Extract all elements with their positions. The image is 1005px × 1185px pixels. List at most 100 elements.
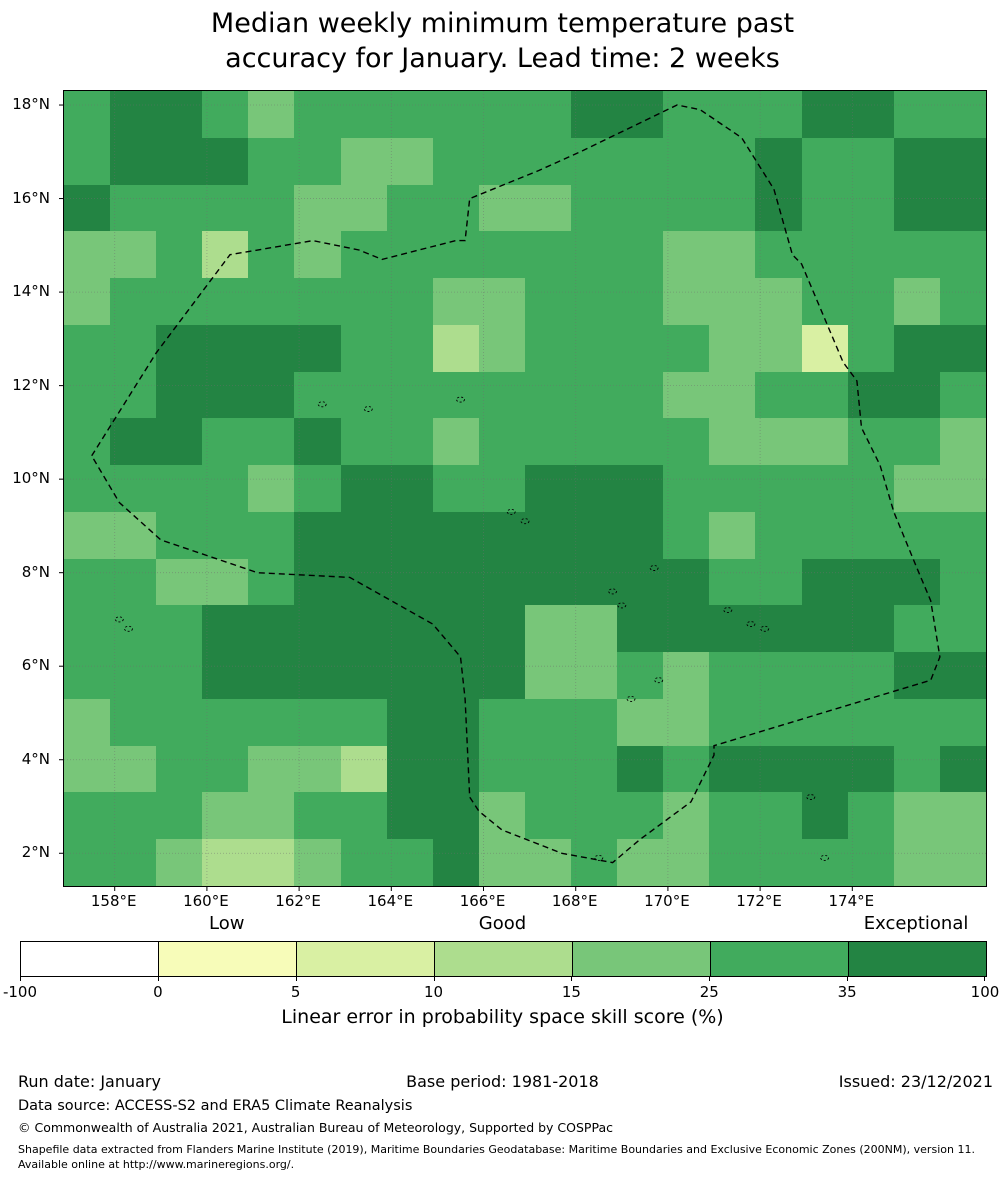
colorbar-segment [711,942,849,976]
colorbar-tickmarks [20,976,985,981]
heatmap-cell [893,137,940,185]
heatmap-cell [663,839,710,886]
heatmap-cell [64,698,111,746]
heatmap-cell [110,231,157,279]
colorbar-tickmark [20,976,21,981]
heatmap-cell [478,745,525,793]
heatmap-cell [571,698,618,746]
heatmap-cell [156,792,203,840]
x-tick-label: 174°E [828,892,875,910]
heatmap-cell [709,184,756,232]
heatmap-cell [847,324,894,372]
heatmap-cell [64,745,111,793]
heatmap-cell [294,792,341,840]
heatmap-cell [64,511,111,559]
heatmap-cell [386,184,433,232]
heatmap-cell [524,231,572,279]
heatmap-cell [893,558,940,606]
heatmap-cell [294,371,341,419]
heatmap-cell [64,418,111,466]
colorbar [20,941,987,977]
heatmap-cell [202,371,249,419]
heatmap-cell [156,605,203,653]
heatmap-cell [202,231,249,279]
heatmap-cell [755,605,802,653]
heatmap-cell [524,91,572,138]
heatmap-cell [110,745,157,793]
heatmap-cell [617,324,664,372]
island-outline [317,401,327,408]
colorbar-tickmark [847,976,849,981]
heatmap-cell [755,465,802,512]
heatmap-cell [432,418,479,466]
heatmap-cell [524,418,572,466]
heatmap-cell [340,418,387,466]
heatmap-cell [156,465,203,512]
island-outline [649,565,659,571]
map-plot [59,90,987,891]
heatmap-cell [893,278,940,325]
heatmap-cell [248,745,295,793]
heatmap-cell [294,465,341,512]
heatmap-cell [202,91,249,138]
heatmap-cell [847,278,894,325]
heatmap-cell [755,91,802,138]
heatmap-cell [294,745,341,793]
heatmap-cell [156,91,203,138]
heatmap-cell [110,698,157,746]
heatmap-cell [524,652,572,699]
heatmap-cell [340,511,387,559]
heatmap-cell [709,465,756,512]
heatmap-cell [755,652,802,699]
heatmap-cell [64,652,111,699]
y-tick-label: 2°N [21,843,50,862]
heatmap-cell [524,184,572,232]
heatmap-cell [571,278,618,325]
heatmap-cell [202,511,249,559]
heatmap-cell [847,839,894,886]
heatmap-cell [156,839,203,886]
heatmap-cell [847,231,894,279]
heatmap-cell [893,231,940,279]
footer-issued: Issued: 23/12/2021 [838,1072,993,1091]
heatmap-cell [847,792,894,840]
heatmap-cell [801,137,848,185]
colorbar-segment [297,942,435,976]
colorbar-tick-labels: -100 0 5 10 15 25 35 100 [3,983,999,1001]
colorbar-tick-label: 5 [290,983,301,1001]
heatmap-cell [617,278,664,325]
heatmap-cell [64,558,111,606]
heatmap-cell [478,137,525,185]
heatmap-cell [571,231,618,279]
heatmap-cell [248,839,295,886]
heatmap-cell [340,324,387,372]
heatmap-cell [432,698,479,746]
heatmap-cell [478,278,525,325]
heatmap-cell [571,839,618,886]
heatmap-cell [939,91,986,138]
heatmap-cell [755,184,802,232]
heatmap-cell [847,745,894,793]
x-tick-label: 172°E [736,892,782,910]
heatmap-cell [524,324,572,372]
heatmap-cell [432,371,479,419]
heatmap-cell [386,324,433,372]
heatmap-cell [524,792,572,840]
heatmap-cell [110,137,157,185]
colorbar-segment [435,942,573,976]
heatmap-cell [64,184,111,232]
heatmap-cell [617,558,664,606]
y-axis-labels: 18°N 16°N 14°N 12°N 10°N 8°N 6°N 4°N 2°N [0,90,56,885]
heatmap-cell [893,511,940,559]
heatmap-cell [893,418,940,466]
heatmap-cell [340,839,387,886]
heatmap-cell [755,745,802,793]
island-outline [363,406,373,412]
heatmap-cell [386,231,433,279]
heatmap-cell [156,745,203,793]
heatmap-cell [617,371,664,419]
heatmap-cell [202,605,249,653]
island-outline [124,625,133,632]
heatmap-cell [617,91,664,138]
heatmap-cell [939,418,986,466]
